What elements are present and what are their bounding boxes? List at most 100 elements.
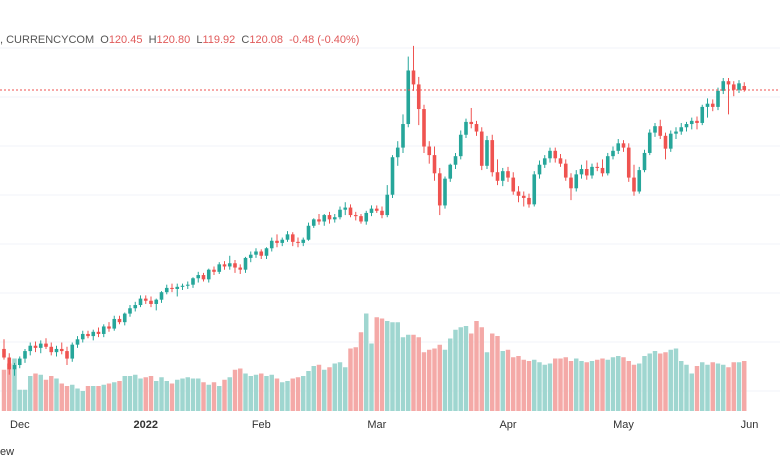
candle [427,141,432,164]
volume-bar [642,356,647,411]
candle-body [532,174,537,205]
volume-bar [75,388,80,411]
candle [238,264,243,274]
volume-bar [38,374,43,411]
candle [443,176,447,209]
candle-body [243,257,248,270]
candle-body [390,157,395,195]
close-value: 120.08 [249,34,284,46]
volume-bar [437,344,442,411]
volume-bar [253,374,259,411]
volume-bar [411,334,416,411]
candle-body [490,140,495,173]
candle [689,117,694,130]
x-tick-label: Apr [499,419,516,431]
candle-body [432,155,437,174]
candle [59,342,64,355]
low-value: 119.92 [202,34,236,46]
candle-body [70,344,75,359]
candle-body [374,208,379,211]
candle [590,163,594,179]
candle [12,362,17,376]
volume-bar [348,348,353,411]
volume-bar [327,367,332,411]
low-label: L [196,34,203,46]
volume-bar [668,349,673,411]
candle [401,114,405,153]
volume-bar [547,363,553,411]
candle-body [259,251,264,256]
volume-bar [390,322,395,411]
candle [65,346,69,366]
candle [317,214,321,225]
candle [212,266,216,276]
candle [369,205,374,217]
candle-body [44,343,48,347]
candle-body [2,348,6,358]
candle-body [138,298,143,306]
footer-text[interactable]: ew [0,446,15,458]
candle-body [154,299,159,304]
candle-body [548,150,552,159]
candle-body [479,131,484,166]
volume-bar [406,334,411,411]
candle-body [159,292,164,300]
volume-bar [112,382,117,411]
candle [196,271,201,283]
volume-bar [369,343,374,411]
candle-body [658,126,663,136]
candle [385,185,390,218]
volume-bar [106,383,112,411]
candle-body [411,70,416,85]
volume-bar [568,361,574,411]
candle-body [264,248,269,256]
candle-body [495,172,500,181]
candle-body [663,135,668,149]
open-value: 120.45 [108,34,143,46]
volume-bar [364,313,369,411]
candle-body [212,269,216,272]
x-tick-label: Jun [741,419,759,431]
candle [332,214,337,223]
candle-body [38,343,43,348]
candle [731,81,736,97]
candle-body [12,365,17,370]
candle-body [332,217,337,220]
volume-bar [85,386,91,411]
volume-bar [180,378,185,411]
candle [143,295,148,304]
volume-bar [537,362,542,411]
candle-body [86,333,90,337]
candle-body [17,358,22,366]
candle [584,160,589,180]
candle [658,119,663,140]
candle [170,283,174,293]
candle-body [684,124,689,128]
candle [647,129,652,156]
volume-bar [201,382,206,411]
candle [674,127,678,140]
candle [290,232,295,247]
volume-bar [558,358,563,411]
candle-body [506,171,510,178]
candle-body [605,156,610,174]
candle-body [196,275,201,279]
candle [569,173,573,201]
candle-body [353,215,358,217]
volume-bar [70,384,75,411]
candle [264,247,269,259]
candle-body [427,146,432,156]
candle [548,147,552,163]
change-value: -0.48 (-0.40%) [289,34,360,46]
volume-bar [64,386,70,411]
candle [70,342,75,362]
volume-bar [395,322,400,411]
candle [380,206,384,219]
candle [653,122,657,137]
candle [217,262,222,274]
volume-bar [652,351,658,411]
volume-bar [385,321,390,411]
candle [490,134,495,177]
